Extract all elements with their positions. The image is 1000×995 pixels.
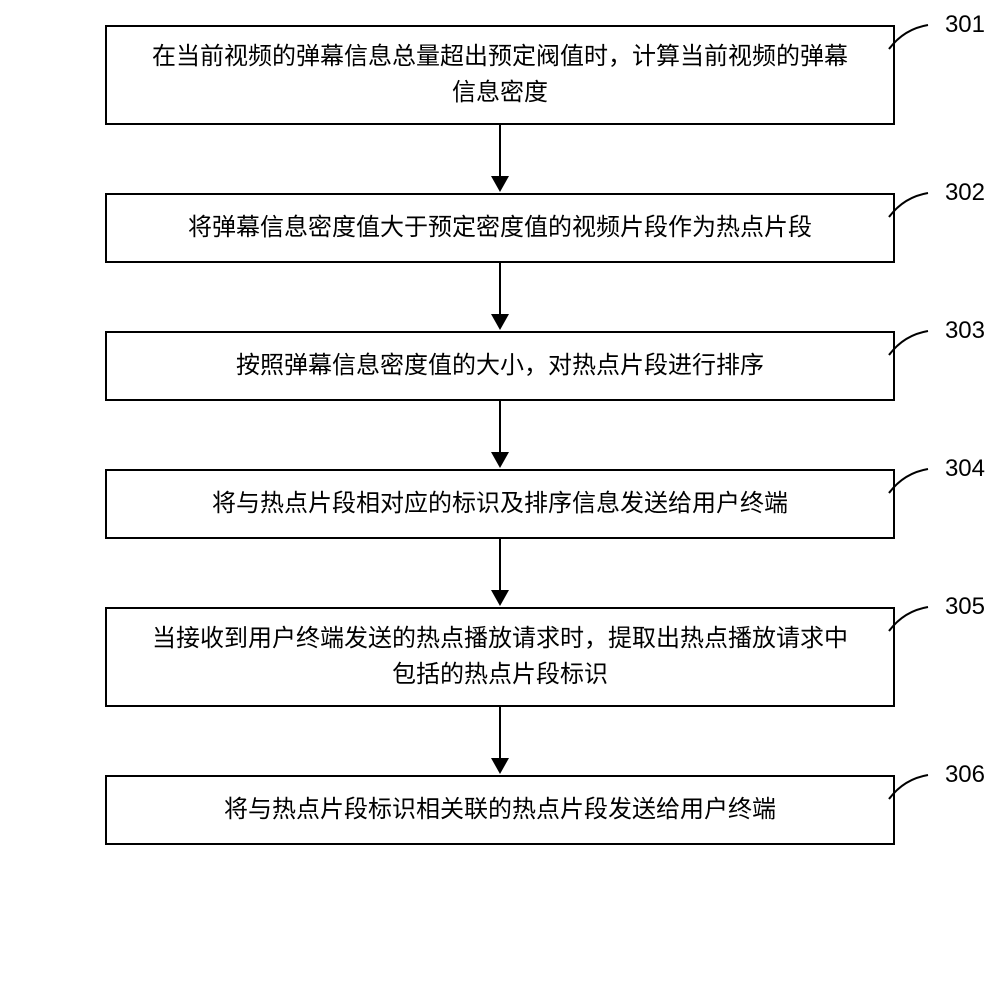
flowchart-container: 在当前视频的弹幕信息总量超出预定阀值时，计算当前视频的弹幕信息密度 301 将弹… [60, 25, 940, 845]
label-connector [886, 463, 946, 503]
arrow [491, 539, 509, 607]
arrow [491, 707, 509, 775]
step-box-301: 在当前视频的弹幕信息总量超出预定阀值时，计算当前视频的弹幕信息密度 [105, 25, 895, 125]
step-305-wrap: 当接收到用户终端发送的热点播放请求时，提取出热点播放请求中包括的热点片段标识 3… [60, 607, 940, 775]
label-connector [886, 187, 946, 227]
label-connector [886, 769, 946, 809]
step-301-wrap: 在当前视频的弹幕信息总量超出预定阀值时，计算当前视频的弹幕信息密度 301 [60, 25, 940, 193]
step-box-303: 按照弹幕信息密度值的大小，对热点片段进行排序 [105, 331, 895, 401]
step-box-304: 将与热点片段相对应的标识及排序信息发送给用户终端 [105, 469, 895, 539]
step-number: 303 [945, 317, 985, 345]
step-302-wrap: 将弹幕信息密度值大于预定密度值的视频片段作为热点片段 302 [60, 193, 940, 331]
step-number: 302 [945, 179, 985, 207]
step-306-wrap: 将与热点片段标识相关联的热点片段发送给用户终端 306 [60, 775, 940, 845]
step-text: 在当前视频的弹幕信息总量超出预定阀值时，计算当前视频的弹幕信息密度 [147, 39, 853, 111]
arrow [491, 125, 509, 193]
step-box-306: 将与热点片段标识相关联的热点片段发送给用户终端 [105, 775, 895, 845]
label-connector [886, 325, 946, 365]
step-text: 将与热点片段相对应的标识及排序信息发送给用户终端 [212, 486, 788, 522]
label-connector [886, 19, 946, 59]
label-connector [886, 601, 946, 641]
step-text: 将与热点片段标识相关联的热点片段发送给用户终端 [224, 792, 776, 828]
step-304-wrap: 将与热点片段相对应的标识及排序信息发送给用户终端 304 [60, 469, 940, 607]
step-number: 305 [945, 593, 985, 621]
step-303-wrap: 按照弹幕信息密度值的大小，对热点片段进行排序 303 [60, 331, 940, 469]
step-text: 当接收到用户终端发送的热点播放请求时，提取出热点播放请求中包括的热点片段标识 [147, 621, 853, 693]
step-box-302: 将弹幕信息密度值大于预定密度值的视频片段作为热点片段 [105, 193, 895, 263]
step-box-305: 当接收到用户终端发送的热点播放请求时，提取出热点播放请求中包括的热点片段标识 [105, 607, 895, 707]
step-number: 301 [945, 11, 985, 39]
step-number: 304 [945, 455, 985, 483]
step-text: 按照弹幕信息密度值的大小，对热点片段进行排序 [236, 348, 764, 384]
arrow [491, 263, 509, 331]
step-number: 306 [945, 761, 985, 789]
arrow [491, 401, 509, 469]
step-text: 将弹幕信息密度值大于预定密度值的视频片段作为热点片段 [188, 210, 812, 246]
